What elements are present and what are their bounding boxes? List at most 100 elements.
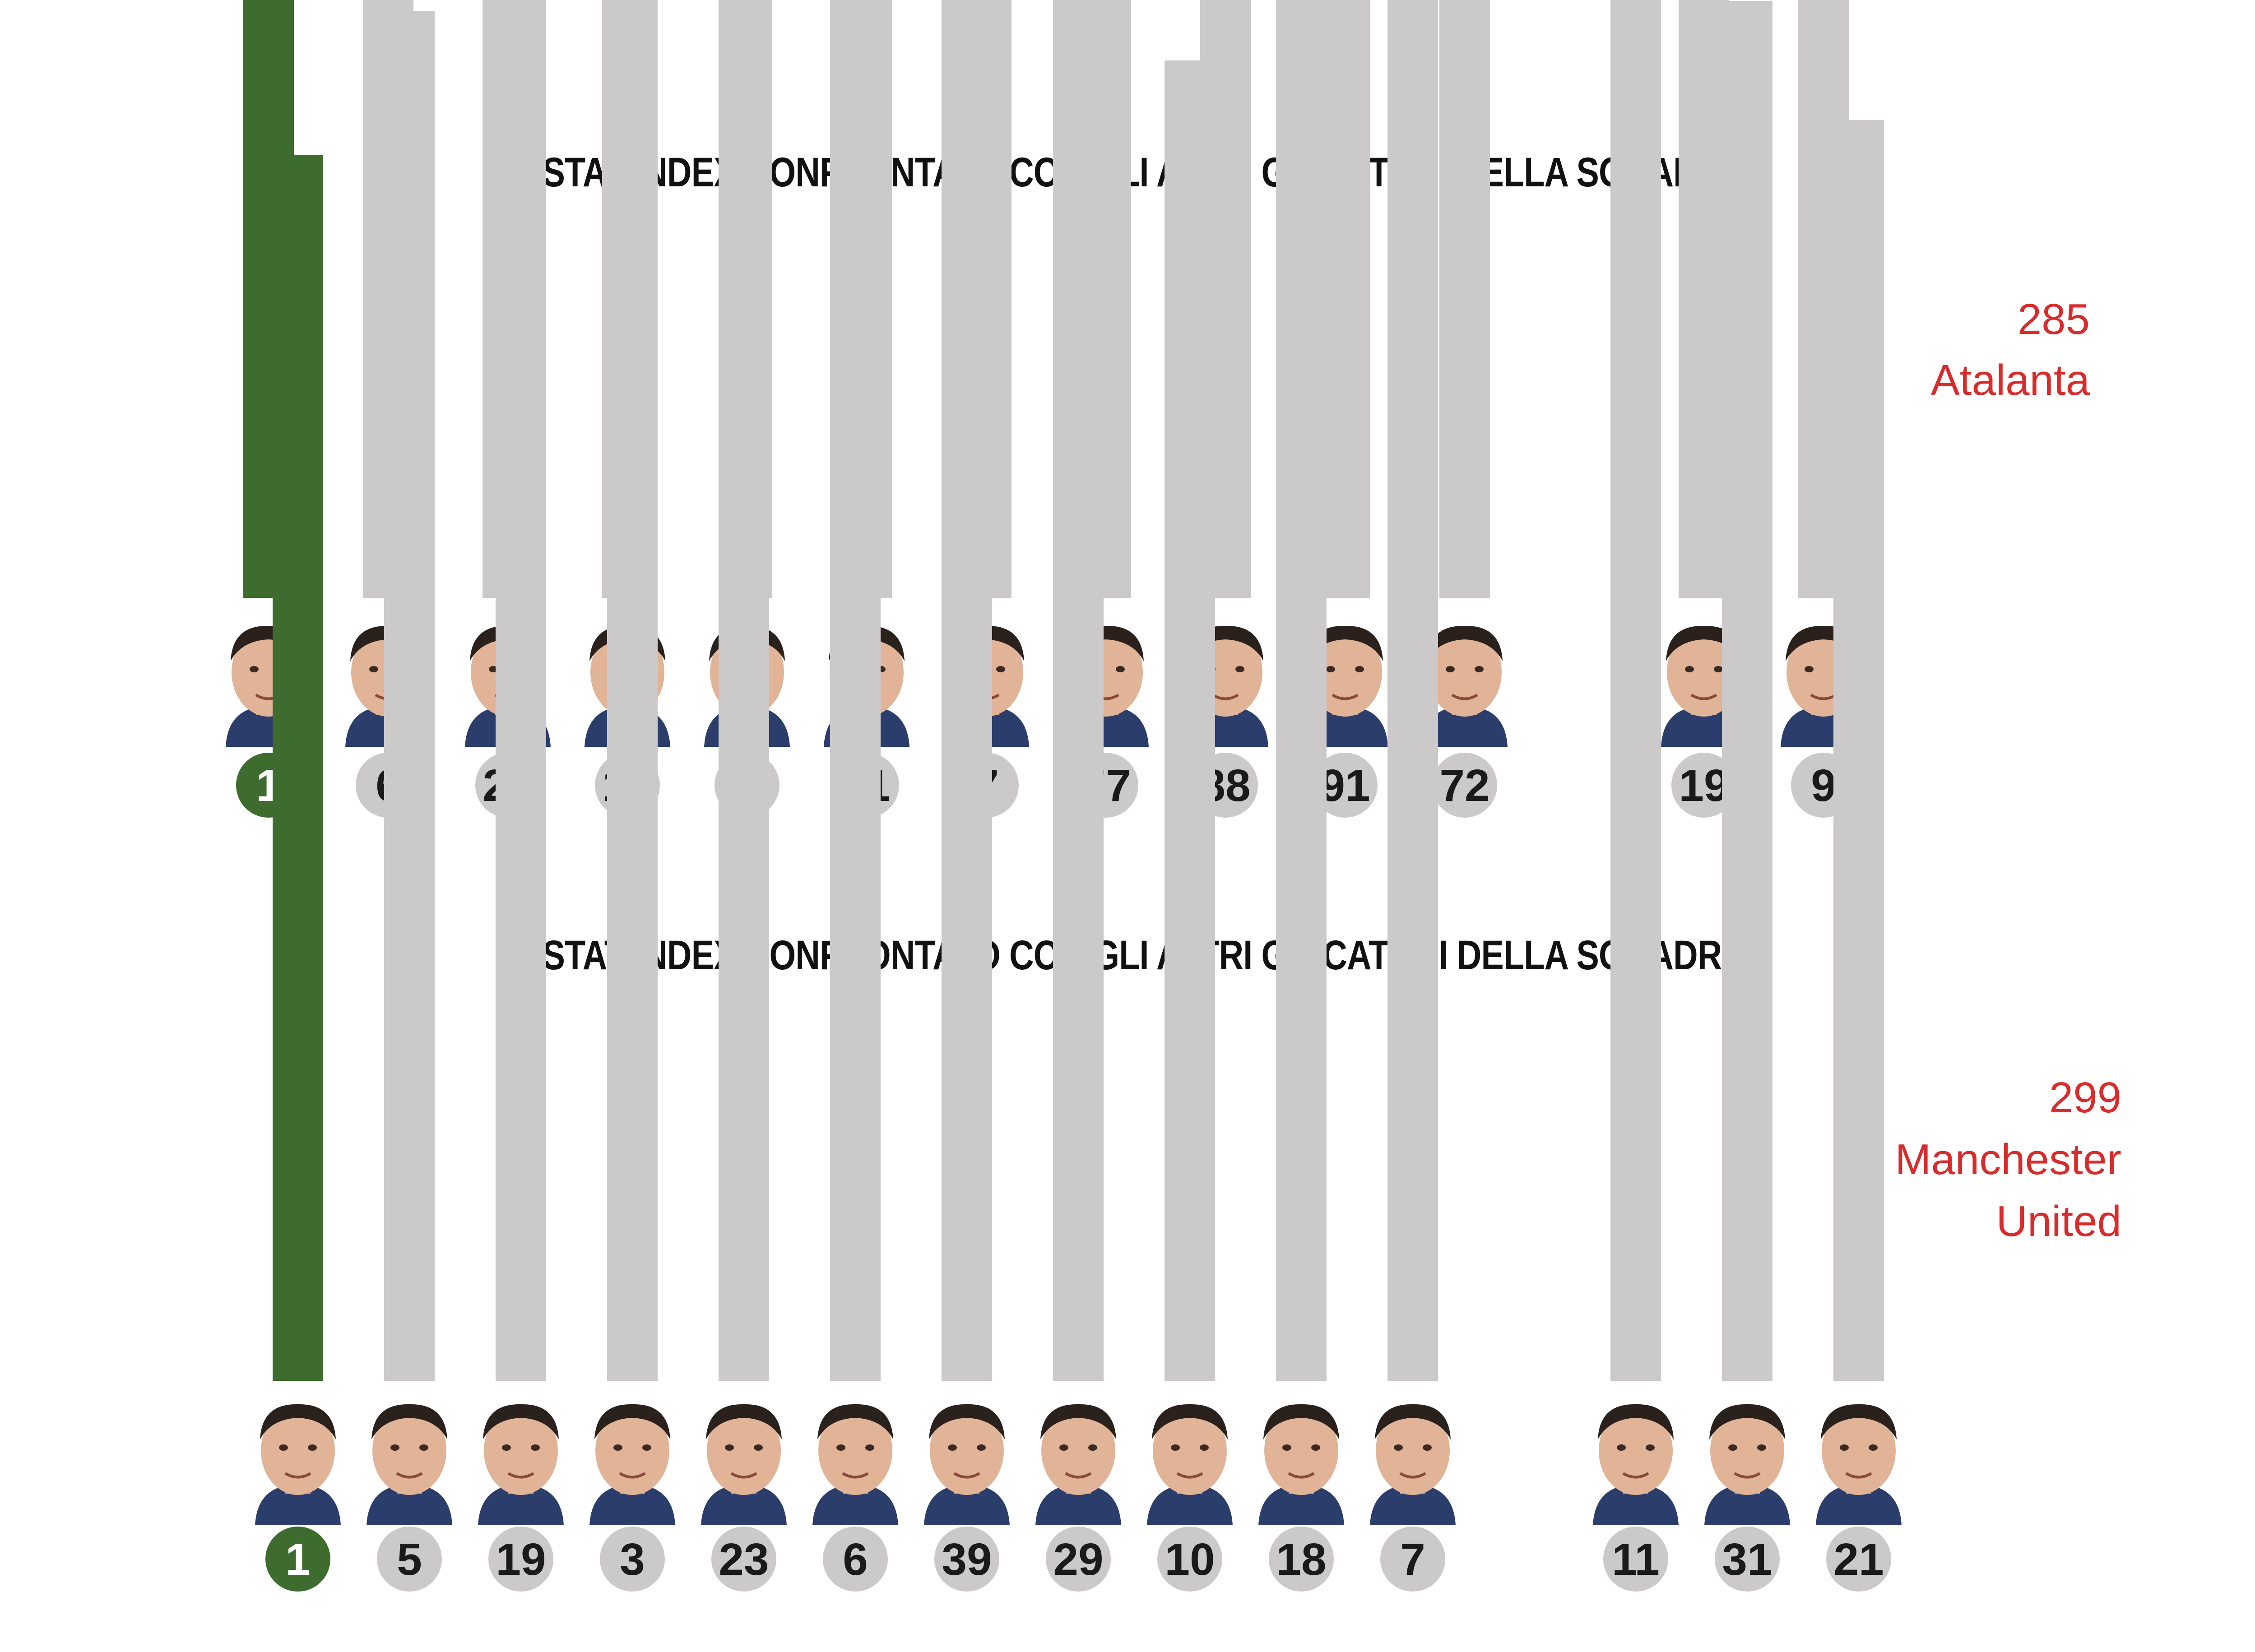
player-number: 11 (1612, 1534, 1660, 1585)
avatar-eye (1200, 1444, 1209, 1451)
bar (719, 0, 769, 1381)
player-number: 5 (397, 1534, 422, 1585)
avatar-eye (1685, 666, 1694, 672)
number-badge (1715, 1527, 1780, 1592)
avatar-eye (1235, 666, 1244, 672)
avatar-eye (502, 1444, 511, 1451)
avatar-eye (1059, 1444, 1068, 1451)
avatar-shirt (1704, 1485, 1790, 1525)
bar (607, 0, 658, 1381)
avatar-hair (1152, 1404, 1228, 1439)
player-number: 9 (1811, 760, 1836, 811)
avatar-icon (589, 1404, 675, 1525)
avatar-icon (1370, 1404, 1456, 1525)
chart-title: INSTAT INDEX CONFRONTATO CON GLI ALTRI G… (509, 932, 1746, 978)
avatar-mouth (1734, 1472, 1761, 1479)
player-number: 31 (1722, 1534, 1772, 1585)
number-badge (1269, 1527, 1334, 1592)
avatar-eye (1446, 666, 1455, 672)
avatar-eye (1282, 1444, 1291, 1451)
avatar-icon (1593, 1404, 1679, 1525)
bar (1320, 0, 1370, 598)
bar (1165, 60, 1215, 1381)
bar (830, 0, 881, 1381)
highlighted-number-badge (265, 1527, 330, 1592)
avatar-icon (1816, 1404, 1902, 1525)
number-badge (934, 1527, 999, 1592)
avatar-icon (812, 1404, 898, 1525)
avatar-shirt (1370, 1485, 1456, 1525)
avatar-eye (1728, 1444, 1737, 1451)
bar (1610, 0, 1661, 1381)
avatar-shirt (478, 1485, 564, 1525)
avatar-face (261, 1407, 335, 1495)
avatar-mouth (1690, 694, 1717, 700)
avatar-mouth (1288, 1472, 1315, 1479)
highlighted-bar (273, 155, 323, 1381)
avatar-eye (725, 1444, 734, 1451)
avatar-eye (1757, 1444, 1766, 1451)
avatar-icon (1704, 1404, 1790, 1525)
average-value-label: 299 (2049, 1074, 2121, 1122)
number-badge (1603, 1527, 1668, 1592)
bar (496, 0, 546, 1381)
avatar-eye (1646, 1444, 1655, 1451)
avatar-icon (367, 1404, 452, 1525)
avatar-hair (371, 1404, 447, 1439)
bar (1679, 0, 1729, 598)
avatar-shirt (255, 1485, 341, 1525)
avatar-face (1153, 1407, 1227, 1495)
avatar-hair (260, 1404, 336, 1439)
player-number: 23 (719, 1534, 769, 1585)
avatar-hair (1040, 1404, 1116, 1439)
number-badge (1432, 753, 1497, 818)
avatar-icon (1258, 1404, 1344, 1525)
avatar-shirt (1593, 1485, 1679, 1525)
avatar-hair (1263, 1404, 1339, 1439)
number-badge (1313, 753, 1378, 818)
avatar-icon (1422, 625, 1508, 747)
avatar-eye (531, 1444, 540, 1451)
avatar-icon (478, 1404, 564, 1525)
avatar-eye (1311, 1444, 1320, 1451)
avatar-shirt (1422, 706, 1508, 747)
avatar-hair (1821, 1404, 1897, 1439)
avatar-eye (754, 1444, 763, 1451)
avatar-face (1041, 1407, 1115, 1495)
avatar-hair (594, 1404, 670, 1439)
player-number: 72 (1439, 760, 1489, 811)
avatar-eye (1714, 666, 1723, 672)
bar (1833, 120, 1884, 1381)
player-number: 29 (1053, 1534, 1103, 1585)
avatar-face (595, 1407, 669, 1495)
avatar-eye (1171, 1444, 1180, 1451)
avatar-hair (1427, 625, 1503, 661)
average-team-label: Atalanta (1931, 356, 2090, 404)
player-number: 91 (1320, 760, 1370, 811)
avatar-eye (1116, 666, 1125, 672)
avatar-eye (865, 1444, 874, 1451)
player-number: 39 (942, 1534, 992, 1585)
avatar-shirt (701, 1485, 787, 1525)
avatar-eye (250, 666, 259, 672)
avatar-mouth (396, 1472, 423, 1479)
avatar-face (1428, 628, 1502, 717)
avatar-eye (948, 1444, 957, 1451)
avatar-shirt (589, 1485, 675, 1525)
number-badge (1826, 1527, 1891, 1592)
avatar-eye (369, 666, 378, 672)
player-number: 19 (496, 1534, 546, 1585)
avatar-hair (706, 1404, 782, 1439)
avatar-shirt (1258, 1485, 1344, 1525)
number-badge (711, 1527, 776, 1592)
avatar-face (930, 1407, 1004, 1495)
avatar-eye (1805, 666, 1814, 672)
avatar-hair (1598, 1404, 1674, 1439)
average-team-label: Manchester (1895, 1135, 2121, 1184)
bar (1053, 0, 1104, 1381)
avatar-face (1264, 1407, 1338, 1495)
avatar-eye (642, 1444, 651, 1451)
avatar-mouth (507, 1472, 534, 1479)
number-badge (377, 1527, 442, 1592)
